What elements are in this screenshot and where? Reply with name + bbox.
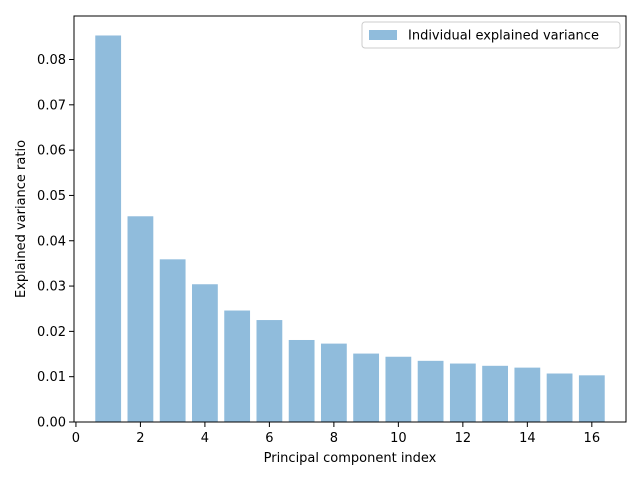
bar-12 xyxy=(449,363,476,422)
legend-swatch xyxy=(369,30,397,40)
legend: Individual explained variance xyxy=(361,21,621,49)
x-tick-label: 0 xyxy=(72,431,80,446)
bar-6 xyxy=(256,320,283,422)
x-axis-label: Principal component index xyxy=(264,451,437,466)
x-tick-label: 6 xyxy=(265,431,273,446)
x-tick-label: 8 xyxy=(330,431,338,446)
bar-1 xyxy=(95,35,122,422)
y-tick-label: 0.04 xyxy=(37,234,66,249)
bar-11 xyxy=(417,360,444,422)
x-tick-label: 14 xyxy=(519,431,536,446)
legend-label: Individual explained variance xyxy=(408,29,599,44)
bar-14 xyxy=(514,367,541,422)
y-axis-label: Explained variance ratio xyxy=(14,140,29,298)
y-tick-label: 0.05 xyxy=(37,189,66,204)
plot-frame xyxy=(73,15,627,423)
y-tick-label: 0.02 xyxy=(37,325,66,340)
y-tick-label: 0.01 xyxy=(37,370,66,385)
bar-15 xyxy=(546,373,573,422)
x-tick-label: 2 xyxy=(136,431,144,446)
x-tick-label: 4 xyxy=(201,431,209,446)
bar-10 xyxy=(385,356,412,422)
x-tick-label: 12 xyxy=(455,431,472,446)
bar-4 xyxy=(192,284,218,422)
bar-9 xyxy=(353,353,380,422)
x-tick-label: 10 xyxy=(390,431,407,446)
legend-box xyxy=(361,21,621,49)
bar-16 xyxy=(578,375,605,422)
y-tick-label: 0.00 xyxy=(37,416,66,431)
y-tick-label: 0.03 xyxy=(37,280,66,295)
x-tick-label: 16 xyxy=(584,431,601,446)
y-axis-ticks: 0.00 0.01 0.02 0.03 0.04 0.05 0.06 0.07 0.08 xyxy=(37,53,74,431)
bar-13 xyxy=(482,365,508,422)
y-tick-label: 0.06 xyxy=(37,144,66,159)
bars-group xyxy=(95,35,605,422)
bar-8 xyxy=(320,343,347,422)
bar-5 xyxy=(224,310,251,422)
y-tick-label: 0.07 xyxy=(37,98,66,113)
y-tick-label: 0.08 xyxy=(37,53,66,68)
bar-2 xyxy=(127,216,154,422)
x-axis-ticks: 0 2 4 6 8 10 12 14 16 xyxy=(72,422,600,446)
bar-7 xyxy=(288,339,315,422)
bar-3 xyxy=(159,259,186,422)
